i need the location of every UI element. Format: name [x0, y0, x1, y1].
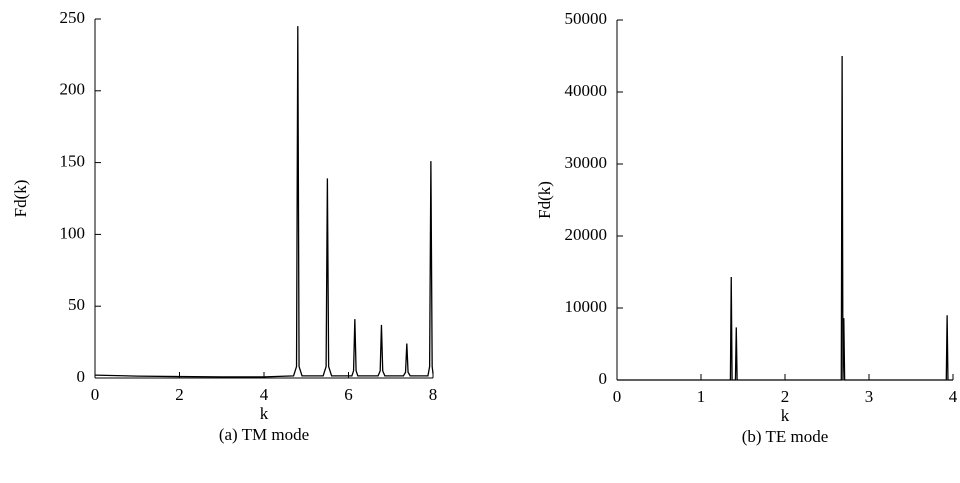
- data-line: [94, 26, 434, 378]
- x-tick-label: 0: [91, 385, 100, 404]
- y-tick-label: 20000: [565, 225, 608, 244]
- x-tick-label: 3: [865, 387, 874, 406]
- y-tick-label: 10000: [565, 297, 608, 316]
- x-tick-label: 6: [344, 385, 353, 404]
- y-tick-label: 250: [60, 8, 86, 27]
- x-tick-label: 1: [697, 387, 706, 406]
- x-tick-label: 2: [175, 385, 184, 404]
- y-tick-label: 100: [60, 223, 86, 242]
- y-tick-label: 150: [60, 152, 86, 171]
- y-tick-label: 0: [77, 367, 86, 386]
- y-tick-label: 30000: [565, 153, 608, 172]
- y-tick-label: 0: [599, 369, 608, 388]
- x-axis-label: k: [781, 406, 790, 425]
- x-tick-label: 0: [613, 387, 622, 406]
- data-line: [617, 55, 953, 381]
- y-tick-label: 200: [60, 80, 86, 99]
- y-tick-label: 40000: [565, 81, 608, 100]
- y-tick-label: 50000: [565, 9, 608, 28]
- caption: (a) TM mode: [219, 425, 309, 444]
- caption: (b) TE mode: [742, 427, 829, 446]
- x-tick-label: 2: [781, 387, 790, 406]
- x-tick-label: 8: [429, 385, 438, 404]
- y-tick-label: 50: [68, 295, 85, 314]
- x-axis-label: k: [260, 404, 269, 423]
- x-tick-label: 4: [260, 385, 269, 404]
- y-axis-label: Fd(k): [535, 181, 554, 219]
- x-tick-label: 4: [949, 387, 958, 406]
- y-axis-label: Fd(k): [11, 180, 30, 218]
